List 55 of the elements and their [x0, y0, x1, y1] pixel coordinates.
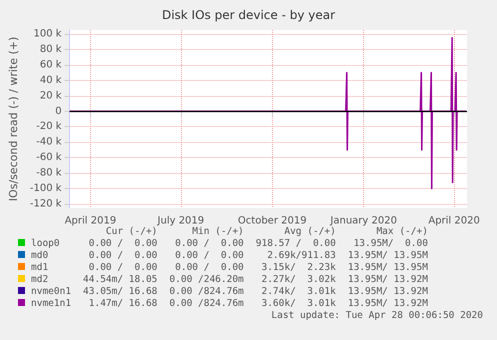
y-tick-label: -20 k [36, 121, 62, 132]
text: 0.00 / 0.00 [88, 262, 158, 274]
x-tick-label: April 2020 [428, 216, 480, 226]
y-tick-label: -60 k [36, 152, 62, 164]
text: 3.60k/ 3.01k [260, 298, 337, 310]
legend-label: nvme0n1 [30, 286, 72, 298]
text: 43.05m/ 16.68 [82, 286, 158, 298]
legend-label: md0 [30, 250, 50, 262]
text: 0.00 / 0.00 [174, 238, 245, 250]
y-tick-label: -80 k [36, 168, 62, 179]
y-tick-label: 0 [55, 106, 62, 117]
legend-label: md2 [30, 274, 50, 286]
text: Avg (-/+) [283, 226, 337, 238]
text: Cur (-/+) [104, 226, 158, 238]
text: 13.95M/ 0.00 [352, 238, 429, 250]
text: 0.00 /246.20m [168, 274, 245, 286]
text: 918.57 / 0.00 [254, 238, 337, 250]
y-tick-label: 80 k [40, 44, 62, 55]
text: 0.00 / 0.00 [88, 250, 158, 262]
text: 2.69k/911.83 [266, 250, 337, 262]
y-axis-title: IOs/second read (-) / write (+) [7, 36, 20, 202]
legend-label: loop0 [30, 238, 61, 250]
text: 2.74k/ 3.01k [260, 286, 337, 298]
text: Min (-/+) [191, 226, 245, 238]
text: 13.95M/ 13.92M [346, 274, 429, 286]
text: 0.00 / 0.00 [88, 238, 158, 250]
chart-title: Disk IOs per device - by year [162, 8, 336, 22]
text: 2.27k/ 3.02k [260, 274, 337, 286]
y-tick-label: 40 k [40, 74, 62, 86]
text: 0.00 / 0.00 [174, 250, 245, 262]
legend-label: nvme1n1 [30, 298, 72, 310]
text: 13.95M/ 13.95M [346, 250, 429, 262]
text: Last update: Tue Apr 28 00:06:50 2020 [270, 310, 484, 322]
x-tick-label: January 2020 [329, 216, 397, 226]
text: 0.00 / 0.00 [174, 262, 245, 274]
text: 13.95M/ 13.92M [346, 298, 429, 310]
text: 1.47m/ 16.68 [88, 298, 158, 310]
y-tick-label: -40 k [36, 136, 62, 148]
x-tick-label: July 2019 [156, 216, 204, 226]
legend-label: md1 [30, 262, 50, 274]
text: 0.00 /824.76m [168, 298, 245, 310]
text: 13.95M/ 13.95M [346, 262, 429, 274]
text: 44.54m/ 18.05 [82, 274, 158, 286]
y-tick-label: 100 k [34, 28, 62, 40]
y-tick-label: -100 k [30, 183, 62, 194]
y-tick-label: 20 k [40, 90, 62, 102]
line-series [68, 36, 467, 190]
text: Max (-/+) [375, 226, 429, 238]
x-tick-label: April 2019 [64, 216, 116, 226]
text: 3.15k/ 2.23k [260, 262, 337, 274]
y-tick-label: 60 k [40, 59, 62, 70]
y-tick-label: -120 k [30, 198, 62, 210]
text: 13.95M/ 13.92M [346, 286, 429, 298]
x-tick-label: October 2019 [238, 216, 307, 226]
text: 0.00 /824.76m [168, 286, 245, 298]
